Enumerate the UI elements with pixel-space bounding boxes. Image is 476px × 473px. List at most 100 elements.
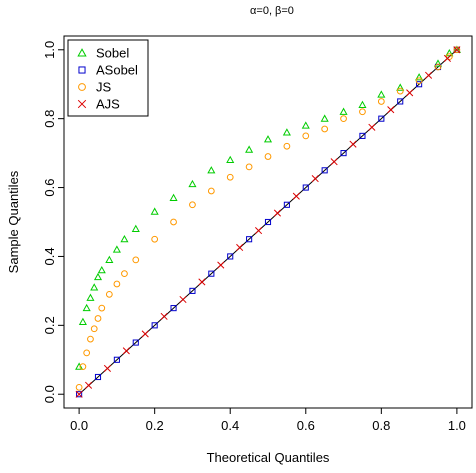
data-point — [226, 173, 234, 181]
data-point — [321, 167, 328, 174]
chart-title: α=0, β=0 — [250, 5, 294, 17]
data-point — [227, 253, 234, 260]
data-point — [397, 98, 404, 105]
data-point — [358, 100, 367, 108]
data-point — [113, 280, 121, 288]
data-point — [170, 218, 177, 226]
data-point — [122, 347, 130, 355]
series-ajs — [75, 46, 461, 398]
data-point — [82, 303, 91, 312]
data-point — [264, 153, 272, 160]
data-point — [150, 207, 159, 215]
data-point — [359, 132, 366, 139]
y-tick-label: 0.6 — [42, 179, 57, 197]
data-point — [179, 295, 187, 304]
data-point — [340, 115, 347, 123]
data-point — [321, 125, 329, 133]
x-tick-label: 0.4 — [221, 418, 239, 433]
data-point — [406, 89, 414, 97]
data-point — [79, 363, 87, 371]
y-axis: 0.0 0.2 0.4 0.6 0.8 1.0 — [42, 41, 65, 403]
data-point — [387, 106, 395, 114]
data-point — [396, 87, 404, 95]
data-point — [207, 166, 216, 174]
data-point — [141, 330, 149, 338]
data-point — [368, 123, 376, 131]
data-point — [301, 121, 310, 129]
data-point — [453, 46, 461, 54]
data-point — [415, 73, 424, 81]
data-point — [131, 224, 140, 232]
data-point — [207, 187, 215, 195]
data-point — [311, 175, 319, 183]
data-point — [273, 209, 281, 217]
data-point — [359, 108, 366, 116]
data-point — [217, 261, 225, 269]
x-tick-label: 0.6 — [297, 418, 315, 433]
data-point — [416, 81, 423, 88]
data-point — [132, 339, 139, 346]
y-tick-label: 0.4 — [42, 247, 57, 265]
legend-label: JS — [96, 80, 112, 95]
data-point — [433, 59, 443, 67]
data-point — [425, 71, 433, 79]
data-point — [90, 283, 99, 291]
legend-marker — [78, 83, 86, 91]
data-point — [377, 90, 386, 98]
data-point — [292, 192, 300, 200]
data-point — [151, 322, 158, 329]
data-point — [255, 227, 263, 235]
data-point — [246, 236, 253, 243]
data-point — [98, 304, 106, 312]
data-point — [75, 383, 83, 391]
legend-label: ASobel — [96, 63, 138, 78]
data-marks-layer — [75, 45, 461, 398]
data-point — [151, 235, 159, 243]
data-point — [105, 290, 113, 298]
data-point — [93, 272, 103, 281]
data-point — [75, 362, 84, 370]
series-js — [75, 46, 461, 391]
data-point — [302, 184, 309, 191]
data-point — [90, 325, 98, 333]
data-point — [434, 63, 442, 71]
y-tick-label: 0.0 — [42, 385, 57, 403]
data-point — [264, 218, 272, 226]
data-point — [113, 356, 120, 363]
data-point — [320, 114, 329, 122]
data-point — [445, 48, 454, 57]
data-point — [189, 287, 196, 294]
legend: Sobel ASobel JS AJS — [67, 39, 149, 117]
legend-marker — [77, 48, 87, 57]
x-tick-label: 0.8 — [372, 418, 390, 433]
data-point — [132, 256, 140, 264]
x-tick-label: 0.0 — [70, 418, 88, 433]
data-point — [330, 158, 338, 166]
x-axis-label: Theoretical Quantiles — [207, 450, 330, 465]
data-point — [396, 83, 405, 91]
legend-marker — [77, 99, 87, 109]
data-point — [170, 305, 177, 312]
data-point — [283, 142, 291, 150]
data-point — [169, 193, 178, 201]
y-tick-label: 0.2 — [42, 316, 57, 334]
y-tick-label: 0.8 — [42, 110, 57, 128]
data-point — [86, 293, 95, 301]
data-point — [349, 140, 357, 148]
data-point — [112, 245, 121, 253]
y-axis-label: Sample Quantiles — [6, 170, 21, 273]
data-point — [120, 234, 129, 243]
data-point — [339, 107, 348, 115]
data-point — [75, 390, 83, 398]
data-point — [208, 270, 215, 277]
data-point — [443, 54, 451, 62]
legend-label: Sobel — [96, 46, 129, 61]
data-point — [160, 312, 168, 320]
data-point — [97, 265, 106, 274]
data-point — [87, 335, 94, 343]
data-point — [94, 373, 102, 381]
data-point — [453, 46, 461, 54]
data-point — [189, 201, 196, 209]
legend-label: AJS — [96, 97, 120, 112]
